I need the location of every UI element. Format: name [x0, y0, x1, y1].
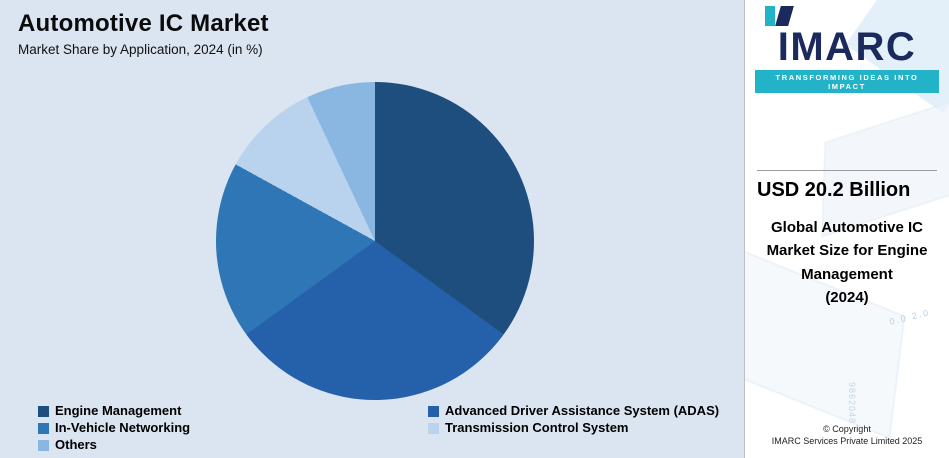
imarc-logo-text: IMARC: [777, 25, 917, 69]
legend-item: Advanced Driver Assistance System (ADAS): [428, 404, 736, 418]
stat-label: Global Automotive IC Market Size for Eng…: [766, 219, 928, 306]
legend-item: Engine Management: [38, 404, 418, 418]
imarc-logo: IMARC TRANSFORMING IDEAS INTO IMPACT: [745, 6, 949, 93]
chart-area: Automotive IC Market Market Share by App…: [0, 0, 744, 458]
watermark-numbers: 9862048: [847, 381, 858, 425]
chart-subtitle: Market Share by Application, 2024 (in %): [18, 42, 263, 57]
copyright-line2: IMARC Services Private Limited 2025: [771, 436, 923, 446]
logo-navy-bar: [775, 6, 794, 26]
watermark-numbers: 0.0 2.0: [888, 307, 932, 327]
pie-chart: [216, 82, 534, 400]
copyright-line1: © Copyright: [823, 424, 871, 434]
legend-label: Advanced Driver Assistance System (ADAS): [445, 403, 720, 418]
legend-item: Transmission Control System: [428, 421, 736, 435]
legend-item: In-Vehicle Networking: [38, 421, 418, 435]
imarc-logo-mark-icon: [765, 6, 941, 26]
stat-block: USD 20.2 Billion Global Automotive IC Ma…: [757, 170, 937, 309]
legend-swatch: [428, 422, 439, 434]
stat-value: USD 20.2 Billion: [757, 179, 911, 201]
logo-teal-bar: [765, 6, 775, 26]
legend-label: Transmission Control System: [445, 420, 629, 435]
legend-swatch: [38, 439, 49, 451]
copyright: © Copyright IMARC Services Private Limit…: [745, 424, 949, 446]
chart-legend: Engine Management Advanced Driver Assista…: [38, 404, 736, 452]
sidebar: 0.0 2.0 9862048 IMARC TRANSFORMING IDEAS…: [744, 0, 949, 458]
legend-swatch: [428, 405, 439, 417]
imarc-tagline: TRANSFORMING IDEAS INTO IMPACT: [755, 70, 939, 93]
legend-swatch: [38, 422, 49, 434]
legend-label: In-Vehicle Networking: [55, 420, 191, 435]
legend-item: Others: [38, 438, 418, 452]
legend-swatch: [38, 405, 49, 417]
page-title: Automotive IC Market: [18, 10, 269, 37]
legend-label: Others: [55, 437, 97, 452]
legend-label: Engine Management: [55, 403, 182, 418]
